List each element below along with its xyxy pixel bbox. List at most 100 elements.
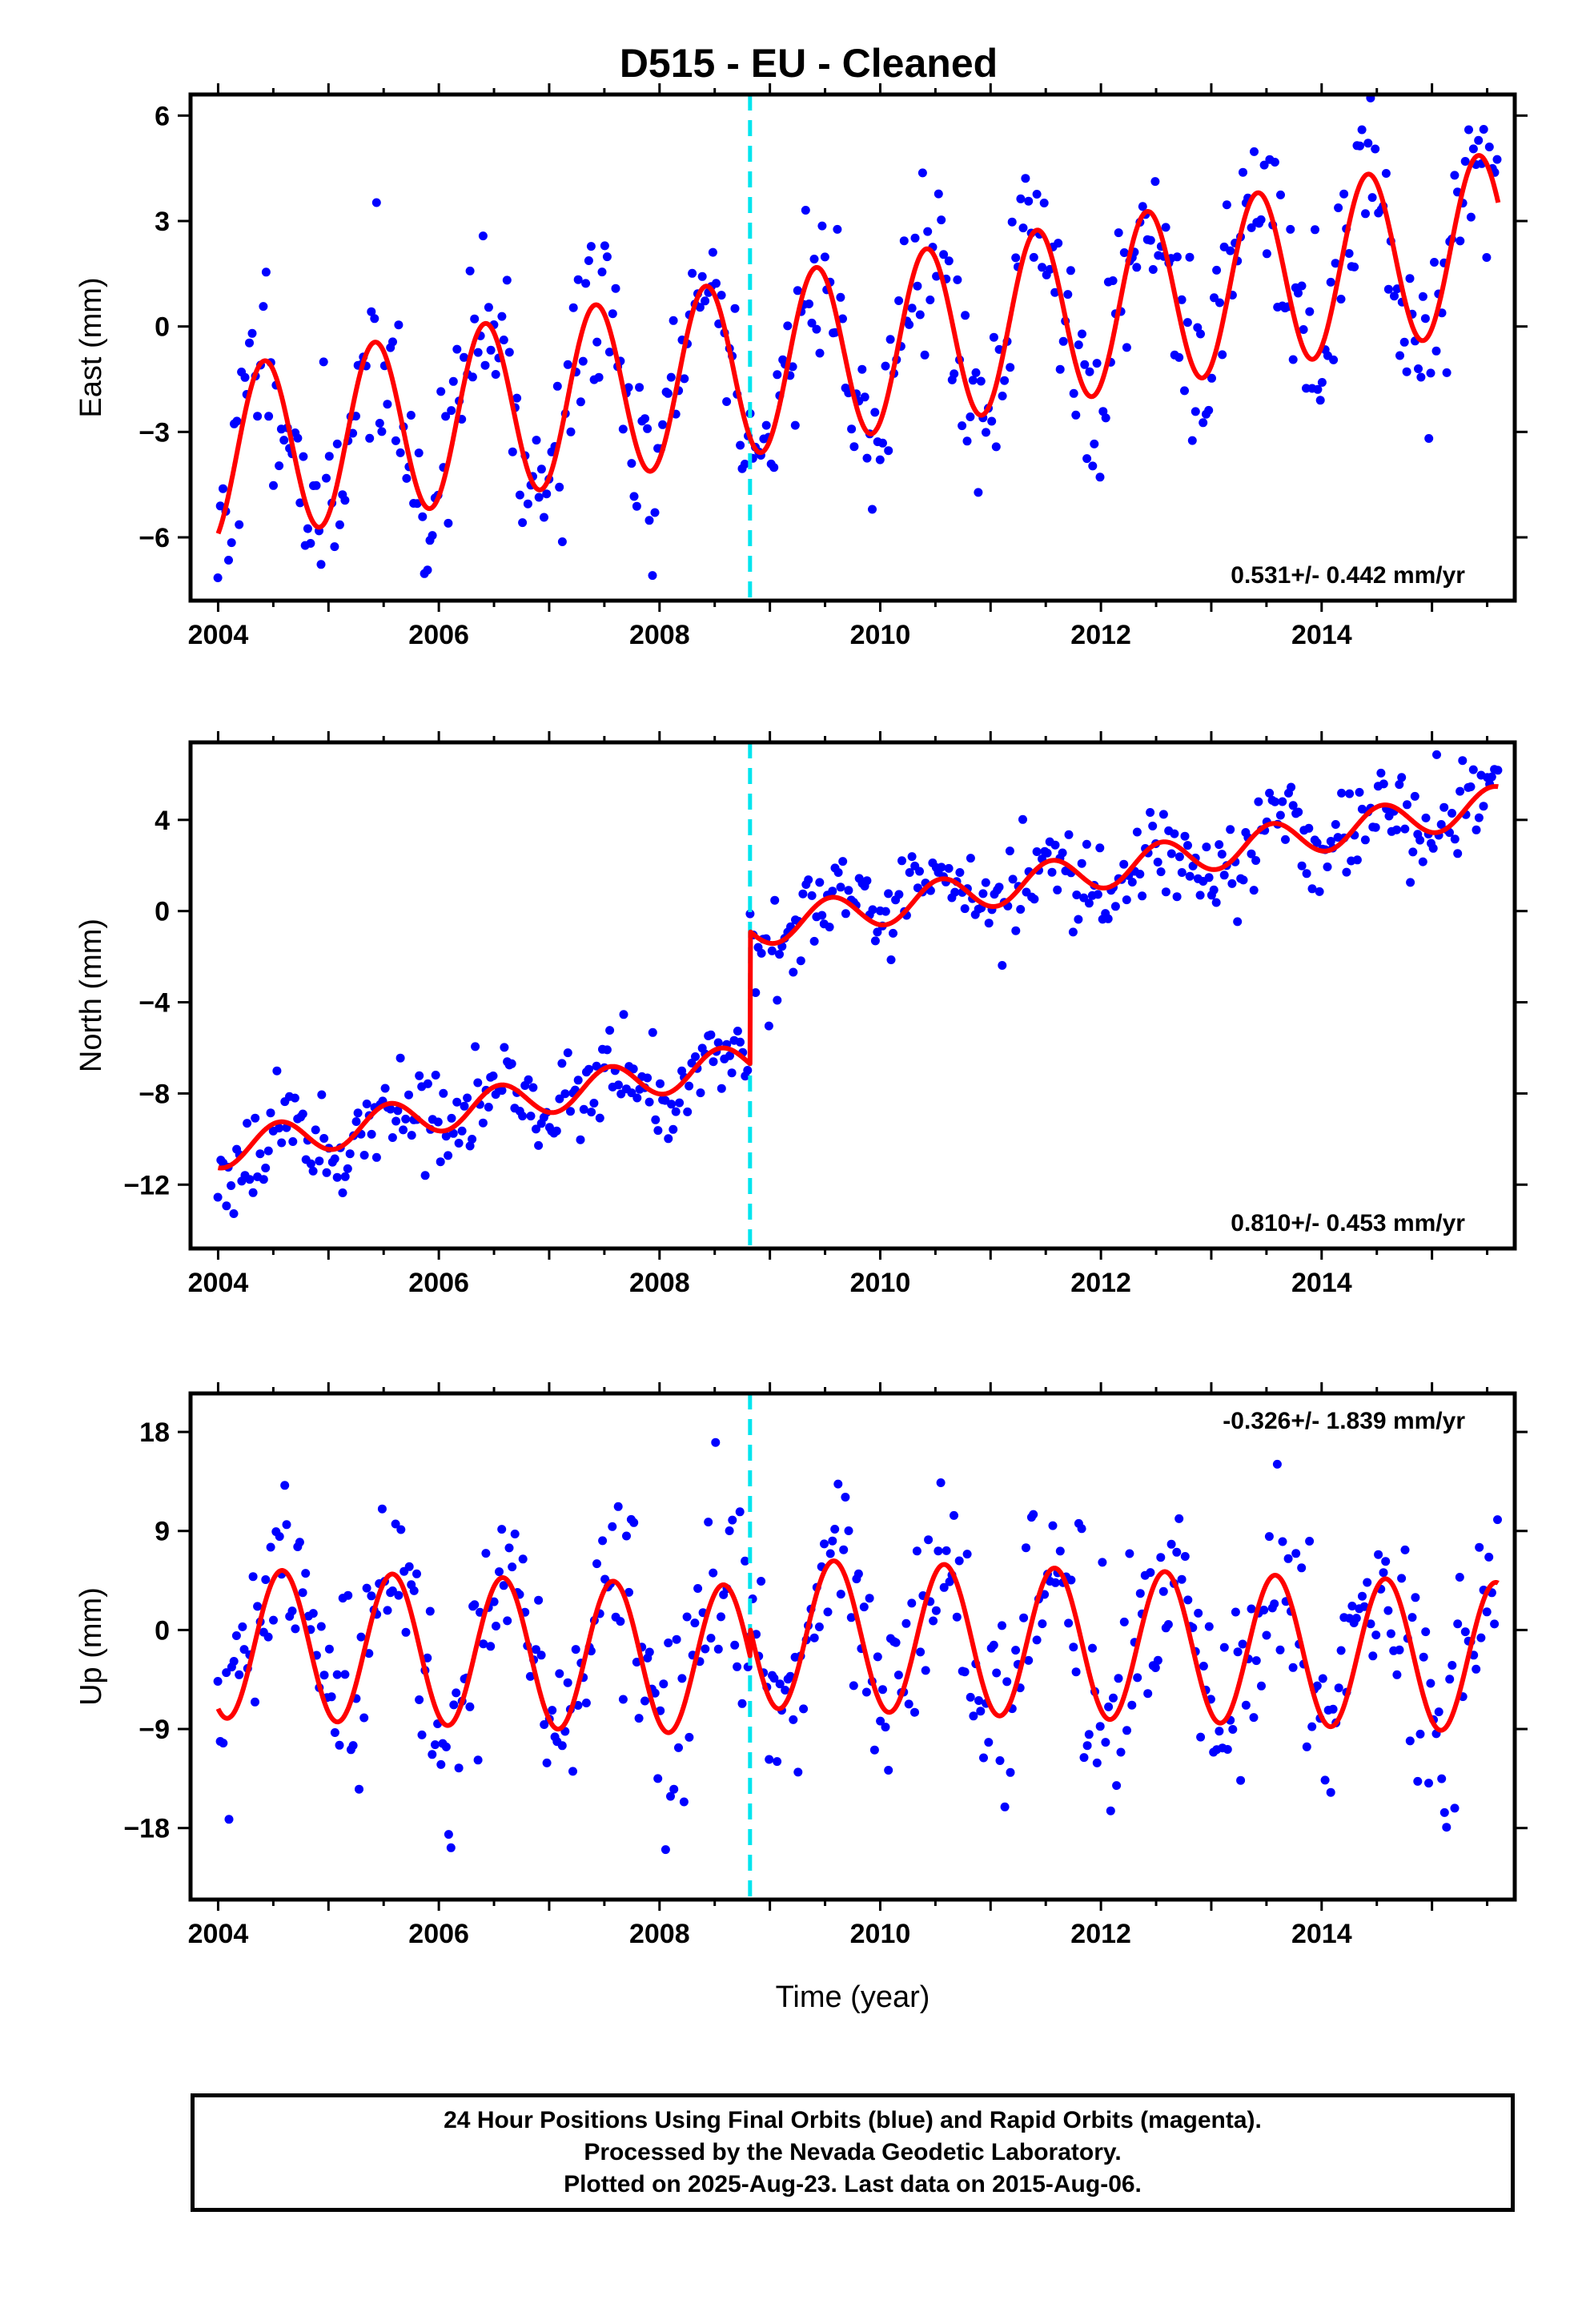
data-point: [1424, 434, 1434, 443]
data-point: [1326, 837, 1335, 846]
data-point: [401, 1114, 411, 1124]
data-point: [219, 1739, 228, 1748]
data-point: [1259, 160, 1269, 170]
data-point: [629, 492, 639, 501]
data-point: [1011, 926, 1021, 935]
data-point: [1038, 1619, 1047, 1629]
data-point: [790, 420, 800, 430]
data-point: [844, 886, 853, 895]
data-point: [566, 427, 576, 436]
data-point: [1371, 822, 1380, 832]
data-point: [387, 1586, 397, 1595]
data-point: [1247, 849, 1256, 858]
data-point: [1421, 813, 1431, 822]
data-point: [1156, 1553, 1166, 1562]
data-point: [418, 512, 428, 521]
data-point: [881, 361, 890, 371]
data-point: [1204, 873, 1214, 883]
data-point: [563, 1048, 572, 1058]
data-point: [1074, 340, 1083, 350]
data-point: [316, 560, 326, 569]
data-point: [907, 1598, 917, 1608]
data-point: [1016, 194, 1026, 203]
data-point: [709, 1568, 718, 1578]
data-point: [428, 531, 437, 541]
data-point: [468, 1135, 477, 1144]
data-point: [1064, 1618, 1074, 1628]
data-point: [563, 360, 572, 369]
data-point: [828, 887, 837, 896]
data-point: [725, 1051, 734, 1060]
data-point: [884, 1766, 893, 1775]
data-point: [322, 1168, 331, 1177]
data-point: [743, 1066, 753, 1075]
data-point: [235, 1670, 244, 1679]
data-point: [275, 1124, 284, 1133]
data-point: [1185, 871, 1195, 881]
data-point: [1442, 1823, 1452, 1832]
data-point: [796, 956, 805, 966]
data-point: [1383, 284, 1393, 294]
data-point: [998, 961, 1007, 970]
data-point: [704, 1518, 713, 1527]
footer-box: 24 Hour Positions Using Final Orbits (bl…: [191, 2093, 1515, 2212]
data-point: [870, 936, 880, 946]
data-point: [1074, 915, 1083, 924]
data-point: [1054, 239, 1063, 248]
data-point: [377, 1504, 387, 1514]
data-point: [481, 1549, 491, 1558]
data-point: [878, 438, 887, 448]
data-point: [1072, 891, 1082, 899]
data-point: [953, 275, 962, 284]
data-point: [1092, 1758, 1102, 1767]
data-point: [1227, 879, 1237, 888]
data-point: [1350, 262, 1359, 271]
data-point: [847, 424, 857, 434]
data-point: [1202, 842, 1211, 852]
data-point: [441, 412, 451, 421]
data-point: [1447, 809, 1456, 818]
data-point: [679, 1797, 689, 1807]
data-point: [1474, 135, 1484, 145]
y-tick-label: 0: [155, 312, 170, 343]
data-point: [836, 292, 845, 302]
y-tick-label: −12: [123, 1170, 170, 1200]
data-point: [235, 520, 244, 529]
data-point: [401, 1627, 411, 1637]
data-point: [303, 524, 312, 533]
data-point: [1195, 891, 1205, 900]
data-point: [862, 453, 872, 463]
data-point: [351, 1117, 361, 1126]
data-point: [1196, 329, 1205, 339]
data-point: [576, 397, 585, 407]
data-point: [1288, 801, 1298, 810]
data-point: [275, 1532, 284, 1542]
data-point: [1305, 307, 1315, 316]
data-point: [1092, 359, 1102, 368]
data-point: [1472, 825, 1481, 834]
data-point: [528, 1083, 538, 1092]
data-point: [1146, 235, 1155, 245]
data-point: [1114, 1674, 1123, 1683]
data-point: [644, 516, 654, 525]
data-point: [624, 1587, 633, 1597]
data-point: [838, 314, 847, 324]
data-point: [1392, 825, 1401, 834]
data-point: [388, 337, 397, 347]
data-point: [1460, 157, 1470, 166]
data-point: [1430, 258, 1439, 267]
data-point: [324, 1644, 334, 1654]
data-point: [491, 1090, 500, 1100]
data-point: [420, 1171, 430, 1180]
data-point: [1029, 252, 1038, 262]
data-point: [1381, 169, 1391, 178]
x-tick-label: 2014: [1291, 1919, 1352, 1949]
data-point: [958, 421, 967, 431]
data-point: [301, 1569, 311, 1578]
data-point: [680, 374, 689, 384]
data-point: [1395, 351, 1404, 360]
data-point: [1008, 875, 1018, 884]
data-point: [671, 1107, 681, 1116]
data-point: [1347, 1602, 1357, 1610]
data-point: [394, 320, 404, 330]
